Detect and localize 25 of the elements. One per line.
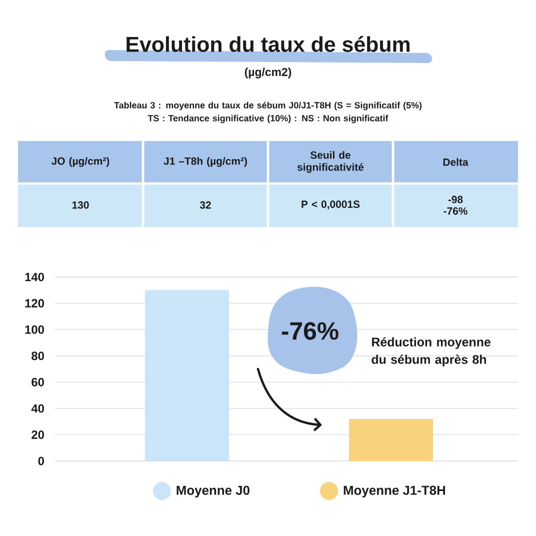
text: Seuil de significativité xyxy=(297,151,364,173)
annotation: -76% xyxy=(282,322,338,340)
text: J1 –T8h (µg/cm²) xyxy=(164,157,247,167)
annotation: Réduction moyenne du sébum après 8h xyxy=(372,337,490,366)
text: -98 xyxy=(448,196,463,204)
text: -76% xyxy=(444,207,468,215)
text: JO (µg/cm²) xyxy=(51,157,110,167)
y-tick-label: 40 xyxy=(31,404,44,413)
text: Tableau 3 : moyenne du taux de sébum J0/J1-T8H (S = Significatif (5%) xyxy=(114,102,422,110)
y-tick-label: 0 xyxy=(38,456,44,466)
chart-subtitle: (µg/cm2) xyxy=(244,68,292,78)
legend-label: Moyenne J0 xyxy=(176,486,250,498)
text: P < 0,0001S xyxy=(302,200,360,210)
text: Delta xyxy=(443,158,468,166)
y-tick-label: 100 xyxy=(25,325,44,334)
y-tick-label: 80 xyxy=(32,352,44,360)
text: 32 xyxy=(200,201,211,209)
legend-label: Moyenne J1-T8H xyxy=(344,486,446,498)
text: 130 xyxy=(72,201,89,209)
y-tick-label: 140 xyxy=(25,272,44,282)
y-tick-label: 120 xyxy=(25,299,44,308)
chart-title: Evolution du taux de sébum xyxy=(126,36,410,52)
y-tick-label: 60 xyxy=(32,378,44,386)
y-tick-label: 20 xyxy=(32,430,44,439)
text: TS : Tendance significative (10%) : NS : Non significatif xyxy=(148,114,388,124)
